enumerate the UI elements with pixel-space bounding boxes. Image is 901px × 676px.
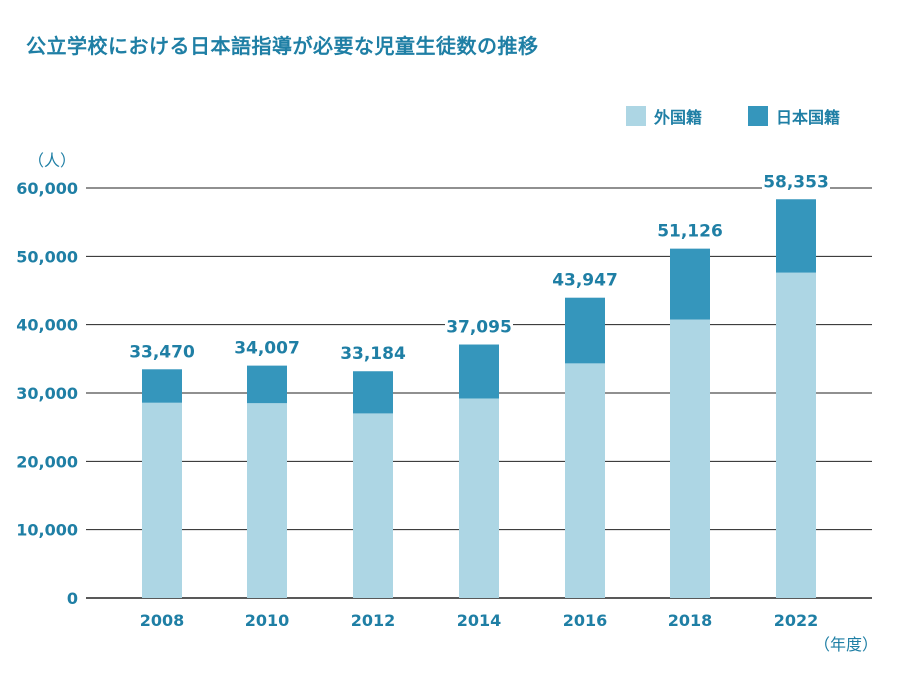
total-labels: 33,470 34,007 33,184 37,095 43,947 51,126 58,3…	[128, 169, 830, 366]
bar-segment-japanese	[459, 344, 499, 399]
total-label-bg	[128, 339, 196, 364]
chart-title: 公立学校における日本語指導が必要な児童生徒数の推移	[26, 34, 539, 58]
bar-segment-japanese	[565, 297, 605, 364]
x-axis-unit: （年度）	[814, 635, 878, 654]
y-tick-label: 10,000	[16, 521, 78, 540]
y-tick-labels: 0 10,000 20,000 30,000 40,000 50,000 60,000	[16, 179, 78, 608]
legend-label-foreign: 外国籍	[653, 108, 702, 127]
total-label-bg	[656, 218, 724, 243]
total-label: 34,007	[234, 339, 300, 359]
x-tick-label: 2010	[245, 611, 290, 630]
bar-segment-japanese	[353, 371, 393, 414]
bar-segment-foreign	[142, 402, 182, 598]
bar-segment-foreign	[776, 272, 816, 598]
total-label: 51,126	[657, 222, 723, 242]
bar-segment-japanese	[247, 365, 287, 404]
total-label: 37,095	[446, 318, 512, 338]
bar-segment-foreign	[565, 363, 605, 598]
legend: 外国籍 日本国籍	[626, 106, 840, 127]
bar-segment-foreign	[670, 319, 710, 598]
x-tick-label: 2018	[668, 611, 713, 630]
total-label-bg	[762, 169, 830, 194]
y-tick-label: 60,000	[16, 179, 78, 198]
total-label-bg	[445, 314, 513, 339]
bar-segment-japanese	[670, 248, 710, 320]
legend-swatch-japanese	[748, 106, 768, 126]
total-label: 58,353	[763, 172, 829, 192]
bar-segment-japanese	[776, 199, 816, 273]
y-axis-unit: （人）	[28, 151, 76, 170]
y-tick-label: 20,000	[16, 452, 78, 471]
x-tick-label: 2012	[351, 611, 396, 630]
legend-label-japanese: 日本国籍	[776, 108, 840, 127]
x-tick-label: 2022	[774, 611, 819, 630]
bars	[142, 199, 816, 598]
x-tick-label: 2014	[457, 611, 502, 630]
x-tick-label: 2008	[140, 611, 185, 630]
total-label-bg	[551, 267, 619, 292]
bar-segment-japanese	[142, 369, 182, 403]
bar-segment-foreign	[353, 413, 393, 598]
total-label-bg	[233, 335, 301, 360]
y-tick-label: 40,000	[16, 316, 78, 335]
y-tick-label: 30,000	[16, 384, 78, 403]
x-tick-label: 2016	[563, 611, 608, 630]
total-label-bg	[339, 341, 407, 366]
legend-swatch-foreign	[626, 106, 646, 126]
total-label: 33,184	[340, 344, 406, 364]
total-label: 43,947	[552, 271, 618, 291]
bar-segment-foreign	[247, 403, 287, 598]
total-label: 33,470	[129, 342, 195, 362]
y-tick-label: 0	[67, 589, 78, 608]
x-tick-labels: 2008 2010 2012 2014 2016 2018 2022	[140, 611, 819, 630]
y-tick-label: 50,000	[16, 247, 78, 266]
bar-segment-foreign	[459, 398, 499, 598]
